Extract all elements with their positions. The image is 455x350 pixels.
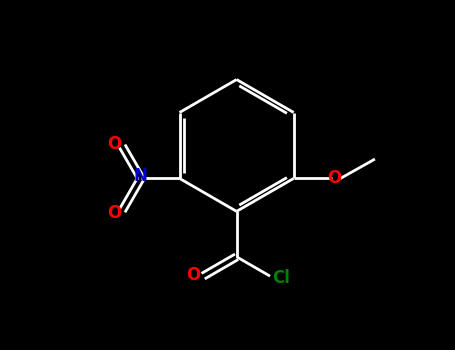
Text: O: O	[107, 135, 121, 153]
Text: O: O	[107, 204, 121, 222]
Text: O: O	[186, 266, 200, 284]
Text: N: N	[133, 167, 147, 185]
Text: O: O	[328, 169, 342, 187]
Text: Cl: Cl	[273, 270, 290, 287]
